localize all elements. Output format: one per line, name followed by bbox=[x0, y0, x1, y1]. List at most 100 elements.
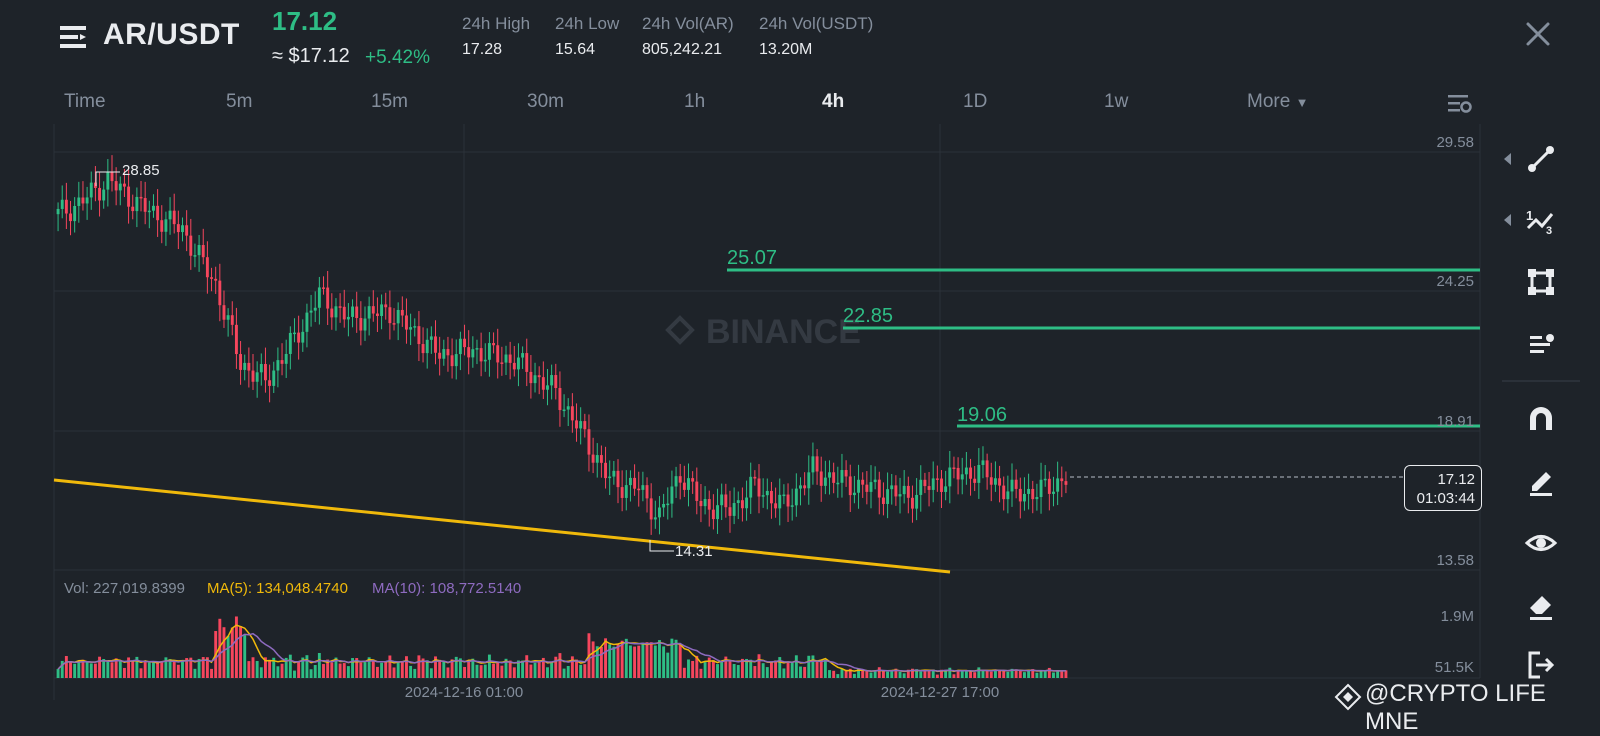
candle-body bbox=[230, 315, 234, 325]
volume-bar bbox=[272, 657, 276, 678]
volume-bar bbox=[122, 667, 126, 678]
stat-24h-vol-ar-value: 805,242.21 bbox=[642, 41, 723, 58]
volume-bar bbox=[595, 646, 599, 678]
volume-bar bbox=[691, 660, 695, 678]
volume-bar bbox=[409, 665, 413, 678]
user-watermark: @CRYPTO LIFE MNE bbox=[1365, 680, 1546, 735]
candle-body bbox=[143, 198, 147, 212]
volume-bar bbox=[313, 665, 317, 678]
volume-bar bbox=[69, 661, 72, 678]
watermark-text: BINANCE bbox=[706, 313, 861, 351]
price-axis-tick: 29.58 bbox=[1436, 134, 1474, 151]
volume-bar bbox=[516, 660, 520, 678]
tab-1d[interactable]: 1D bbox=[963, 91, 988, 112]
approx-price: ≈ $17.12 bbox=[272, 45, 350, 67]
candle-body bbox=[1027, 488, 1031, 494]
pencil-icon[interactable] bbox=[1524, 464, 1558, 498]
fibonacci-tool-icon[interactable]: 1 3 bbox=[1524, 204, 1558, 238]
rectangle-tool-icon[interactable] bbox=[1524, 265, 1558, 299]
volume-bar bbox=[832, 670, 836, 678]
trading-pair-title[interactable]: AR/USDT bbox=[103, 18, 240, 51]
volume-bar bbox=[823, 659, 827, 678]
eraser-icon[interactable] bbox=[1524, 588, 1558, 622]
expand-left-icon[interactable] bbox=[1502, 152, 1512, 166]
candle-body bbox=[881, 497, 885, 504]
volume-bar bbox=[226, 635, 230, 678]
candle-body bbox=[512, 362, 516, 370]
candle-body bbox=[239, 354, 243, 370]
tab-time[interactable]: Time bbox=[64, 91, 106, 112]
candle-body bbox=[964, 467, 968, 475]
toolbar-divider bbox=[1502, 380, 1580, 382]
tab-4h[interactable]: 4h bbox=[822, 91, 845, 112]
candle-body bbox=[869, 482, 873, 492]
magnet-icon[interactable] bbox=[1524, 402, 1558, 436]
candle-body bbox=[396, 309, 400, 324]
candle-body bbox=[247, 362, 251, 371]
volume-bar bbox=[803, 666, 807, 678]
position-tool-icon[interactable] bbox=[1524, 328, 1558, 362]
volume-bar bbox=[873, 671, 877, 678]
stat-24h-high-label: 24h High bbox=[462, 14, 531, 33]
volume-bar bbox=[716, 664, 719, 678]
candle-body bbox=[591, 454, 595, 463]
candle-body bbox=[890, 485, 894, 490]
time-axis-tick: 2024-12-16 01:00 bbox=[405, 684, 523, 701]
close-icon[interactable] bbox=[1524, 20, 1552, 48]
candle-body bbox=[508, 354, 512, 363]
volume-bar bbox=[840, 668, 844, 678]
tab-15m[interactable]: 15m bbox=[371, 91, 408, 112]
tab-30m[interactable]: 30m bbox=[527, 91, 564, 112]
volume-bar bbox=[405, 656, 408, 678]
volume-bar bbox=[338, 663, 342, 678]
volume-bar bbox=[218, 618, 222, 678]
volume-bar bbox=[624, 638, 628, 678]
candle-body bbox=[106, 172, 110, 190]
trendline-tool-icon[interactable] bbox=[1524, 142, 1558, 176]
chart-settings-icon[interactable] bbox=[1446, 92, 1472, 116]
volume-bar bbox=[794, 655, 798, 678]
candle-body bbox=[546, 385, 549, 390]
candle-body bbox=[782, 494, 786, 497]
candle-body bbox=[765, 490, 769, 496]
volume-bar bbox=[931, 669, 935, 678]
volume-bar bbox=[413, 668, 417, 678]
volume-legend: Vol: 227,019.8399 bbox=[64, 580, 185, 597]
candle-body bbox=[338, 306, 342, 308]
expand-left-icon[interactable] bbox=[1502, 213, 1512, 227]
candle-body bbox=[898, 494, 902, 497]
candle-body bbox=[263, 364, 267, 381]
volume-bar bbox=[699, 668, 703, 678]
volume-bars bbox=[56, 616, 1068, 678]
candle-body bbox=[98, 187, 102, 201]
candle-body bbox=[790, 505, 794, 507]
exit-icon[interactable] bbox=[1524, 648, 1558, 682]
candle-body bbox=[118, 183, 122, 191]
tab-1h[interactable]: 1h bbox=[684, 91, 706, 112]
candle-body bbox=[703, 499, 707, 507]
tab-1w[interactable]: 1w bbox=[1104, 91, 1129, 112]
candle-body bbox=[637, 488, 641, 491]
volume-bar bbox=[384, 662, 388, 678]
level-label-19-06: 19.06 bbox=[957, 404, 1007, 426]
candle-body bbox=[952, 467, 956, 470]
menu-icon[interactable] bbox=[58, 22, 88, 52]
candle-body bbox=[732, 503, 736, 516]
price-chart[interactable]: BINANCE 25.07 22.85 19.06 28.85 14.31 29… bbox=[0, 0, 1600, 720]
price-axis-tick: 13.58 bbox=[1436, 552, 1474, 569]
volume-bar bbox=[247, 661, 251, 678]
tab-more[interactable]: More ▼ bbox=[1247, 91, 1308, 113]
candle-body bbox=[1006, 491, 1010, 500]
volume-bar bbox=[653, 645, 657, 678]
volume-bar bbox=[550, 662, 554, 678]
candle-body bbox=[658, 507, 661, 518]
volume-bar bbox=[749, 659, 753, 678]
eye-icon[interactable] bbox=[1524, 526, 1558, 560]
volume-bar bbox=[782, 668, 786, 678]
volume-bar bbox=[774, 660, 778, 678]
tab-5m[interactable]: 5m bbox=[226, 91, 253, 112]
candle-body bbox=[587, 429, 591, 455]
volume-bar bbox=[674, 639, 678, 678]
candle-body bbox=[977, 464, 981, 483]
candle-body bbox=[969, 467, 972, 479]
